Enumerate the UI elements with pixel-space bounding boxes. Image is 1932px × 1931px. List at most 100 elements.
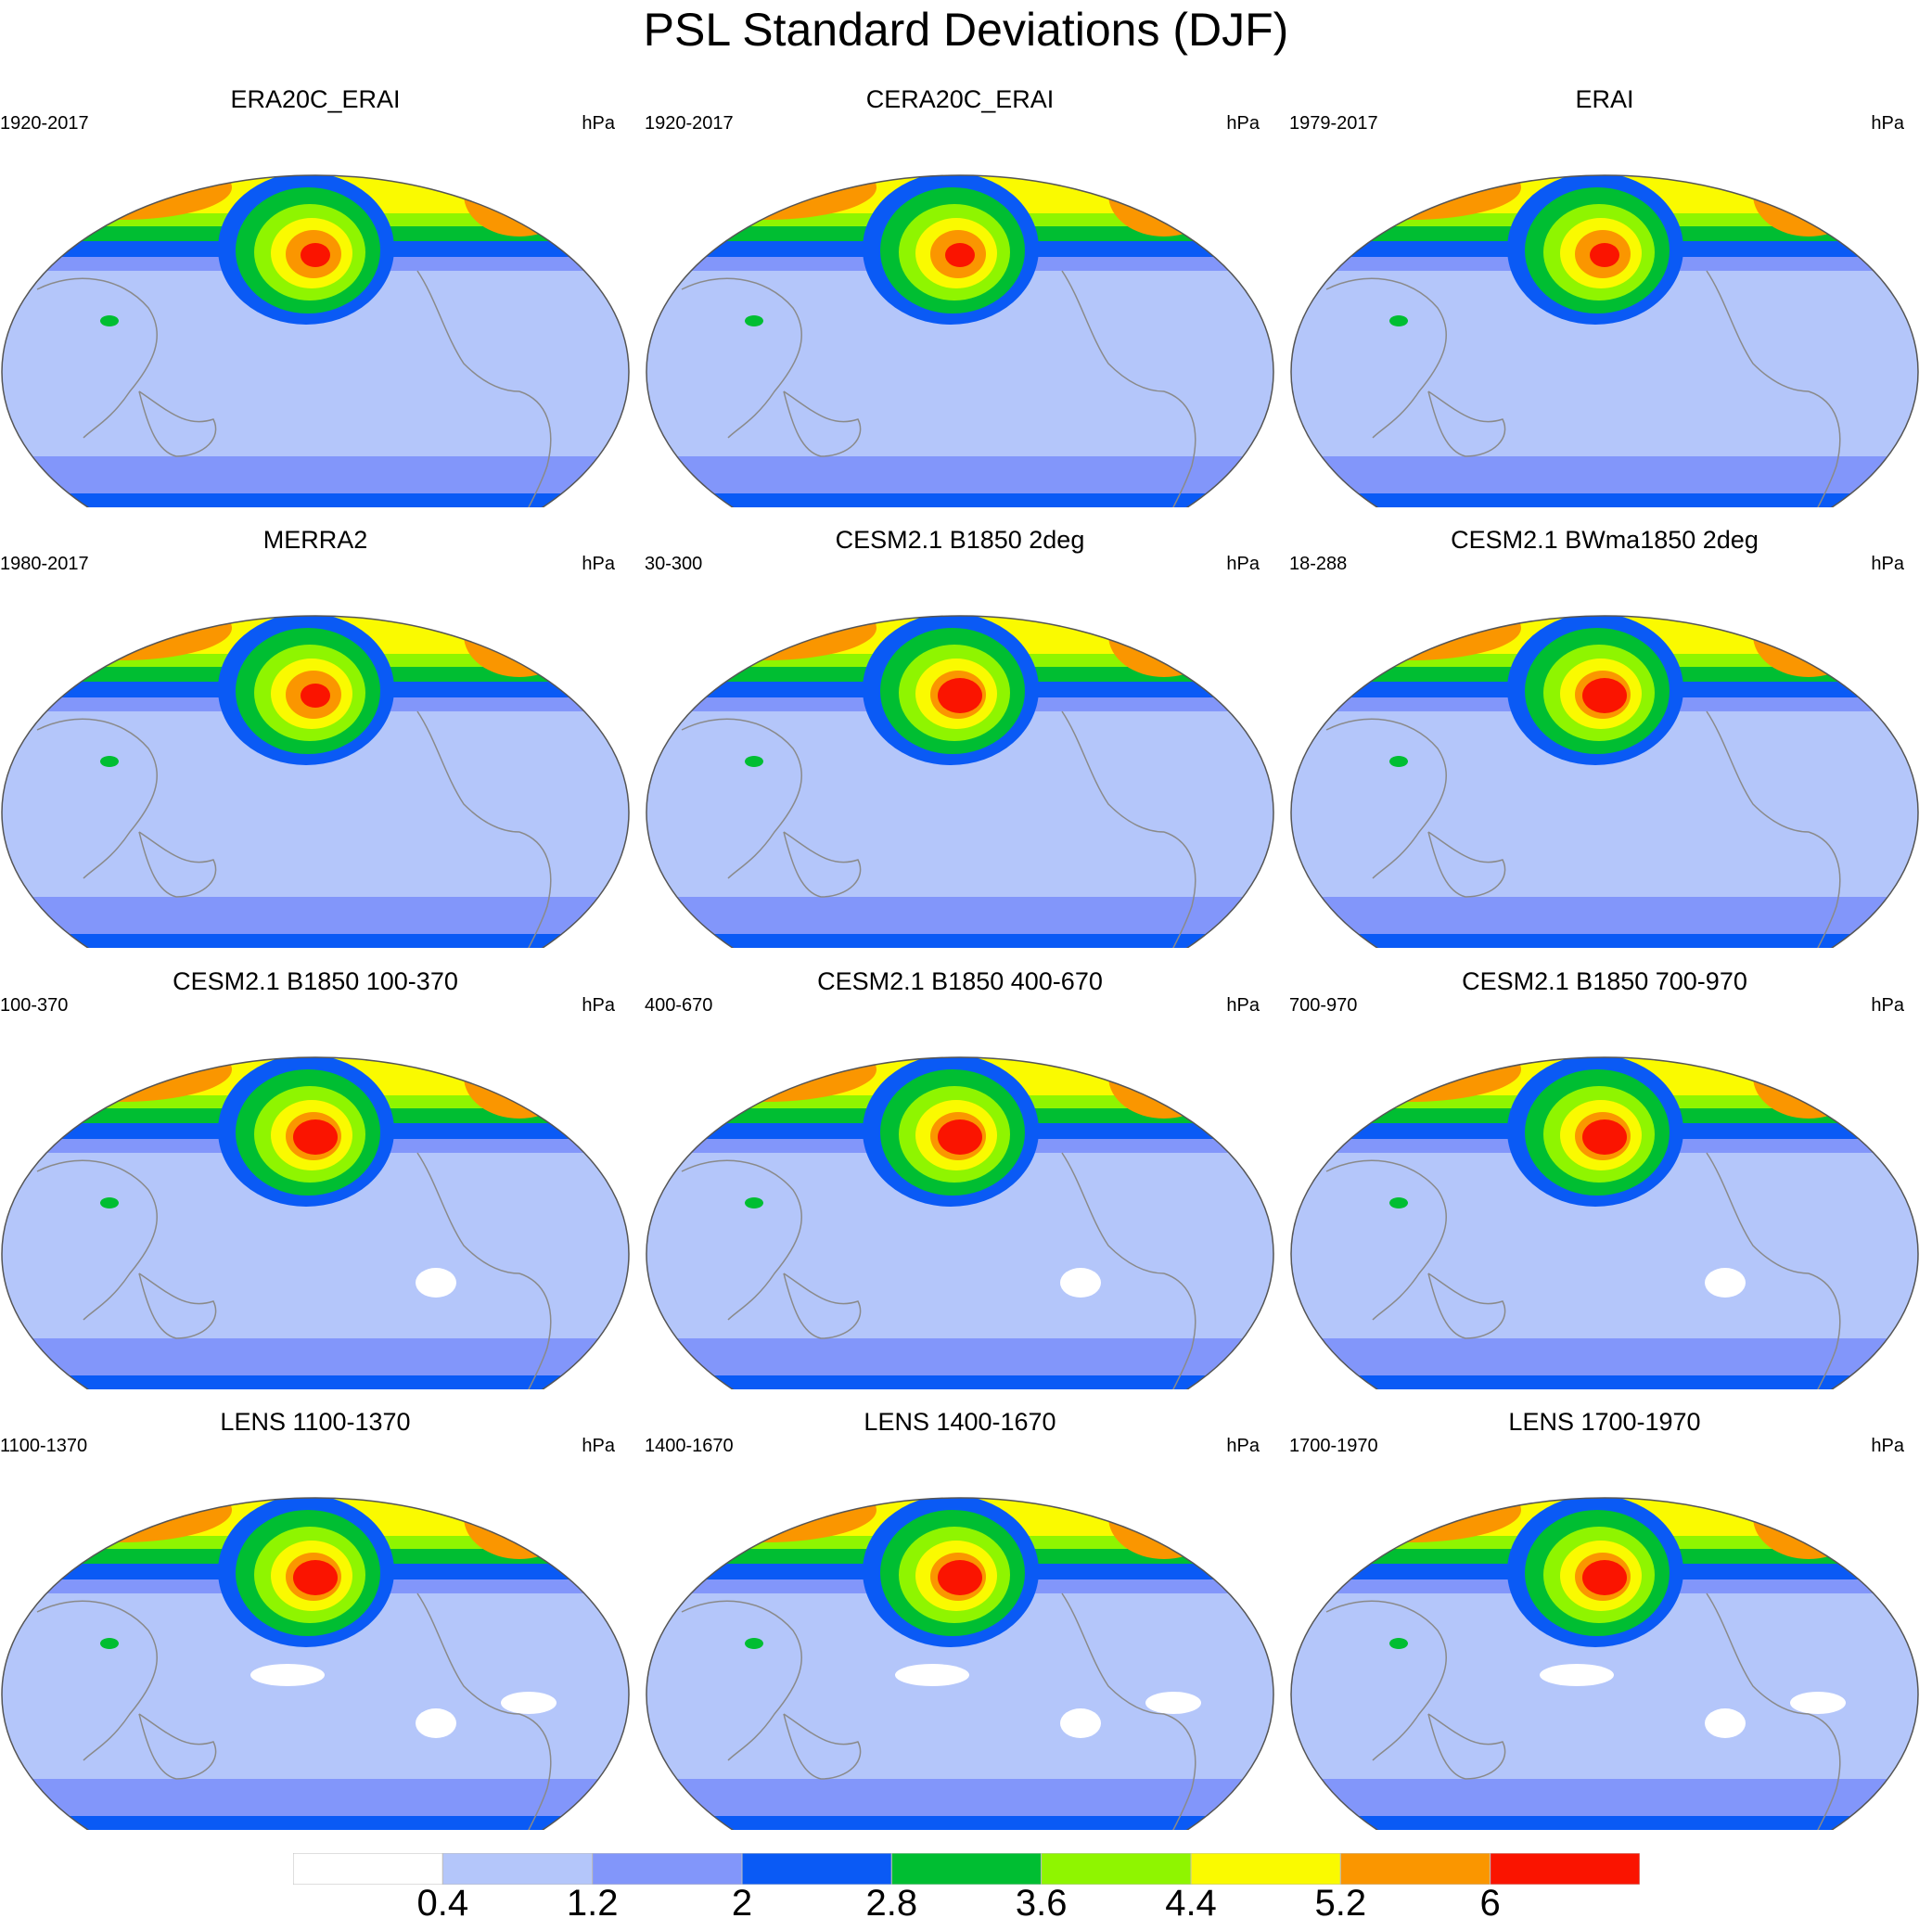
- panel-units-label: hPa: [1871, 554, 1904, 574]
- field-anomaly: [682, 1057, 849, 1079]
- map-plot: [646, 615, 1274, 948]
- map-plot: [1290, 1497, 1919, 1830]
- coastline: [138, 1272, 217, 1339]
- panel-period-label: 700-970: [1289, 995, 1358, 1016]
- panel-title: CESM2.1 B1850 100-370: [173, 967, 458, 995]
- field-anomaly: [1108, 1498, 1220, 1559]
- coastline: [138, 1713, 217, 1780]
- panel-period-label: 1979-2017: [1289, 113, 1378, 134]
- map-outline: [1, 615, 630, 948]
- coastline: [1154, 1713, 1196, 1830]
- coastline: [1154, 390, 1196, 507]
- map-outline: [1, 1497, 630, 1830]
- field-anomaly: [1060, 1708, 1101, 1738]
- field-anomaly: [654, 175, 876, 220]
- panel-period-label: 100-370: [0, 995, 69, 1016]
- coastline: [1061, 710, 1165, 833]
- field-anomaly: [1389, 1638, 1408, 1649]
- coastline: [783, 390, 862, 457]
- coastline: [783, 1713, 862, 1780]
- field-anomaly: [745, 1638, 763, 1649]
- coastline: [1706, 270, 1810, 392]
- field-anomaly: [1753, 1057, 1864, 1119]
- field-anomaly: [938, 1560, 982, 1595]
- panel-period-label: 400-670: [645, 995, 713, 1016]
- field-anomaly: [1145, 1692, 1201, 1714]
- field-anomaly: [654, 1057, 876, 1102]
- colorbar-swatch: [293, 1853, 443, 1885]
- field-anomaly: [1299, 175, 1521, 220]
- coastline: [1798, 831, 1841, 948]
- field-anomaly: [1108, 1057, 1220, 1119]
- coastline: [416, 1592, 520, 1715]
- panel-units-label: hPa: [1871, 113, 1904, 134]
- field-anomaly: [1389, 315, 1408, 326]
- colorbar-label: 2.8: [865, 1883, 918, 1924]
- map-outline: [1290, 615, 1919, 948]
- colorbar-swatch: [592, 1853, 743, 1885]
- field-anomaly: [464, 616, 575, 677]
- field-anomaly: [1299, 1498, 1521, 1542]
- coastline: [1427, 390, 1506, 457]
- field-band: [1291, 934, 1918, 948]
- colorbar-label: 1.2: [566, 1883, 619, 1924]
- field-anomaly: [487, 1498, 552, 1528]
- map-outline: [1290, 174, 1919, 507]
- panel-period-label: 1700-1970: [1289, 1436, 1378, 1456]
- field-band: [2, 493, 629, 507]
- field-anomaly: [1776, 616, 1841, 646]
- panel-title: CERA20C_ERAI: [865, 85, 1055, 113]
- field-anomaly: [464, 1498, 575, 1559]
- panel-title: CESM2.1 BWma1850 2deg: [1451, 526, 1759, 554]
- map-panel: ERA20C_ERAI 1920-2017 hPa: [0, 85, 631, 507]
- field-anomaly: [682, 616, 849, 637]
- field-anomaly: [1705, 1708, 1746, 1738]
- field-anomaly: [250, 1664, 325, 1686]
- field-anomaly: [745, 1197, 763, 1208]
- field-anomaly: [1389, 756, 1408, 767]
- field-band: [2, 1375, 629, 1389]
- field-band: [646, 934, 1273, 948]
- map-outline: [646, 1497, 1274, 1830]
- panel-units-label: hPa: [582, 995, 615, 1016]
- coastline: [509, 1272, 552, 1389]
- colorbar-swatch: [441, 1853, 594, 1885]
- colorbar-label: 6: [1479, 1883, 1501, 1924]
- field-anomaly: [416, 1268, 456, 1298]
- map-panel: CESM2.1 B1850 100-370 100-370 hPa: [0, 967, 631, 1389]
- colorbar-swatch: [1339, 1853, 1491, 1885]
- coastline: [1427, 1272, 1506, 1339]
- panel-title: LENS 1700-1970: [1508, 1408, 1701, 1436]
- field-anomaly: [1132, 1057, 1196, 1088]
- panel-title: CESM2.1 B1850 700-970: [1462, 967, 1747, 995]
- panel-title: ERAI: [1575, 85, 1634, 113]
- field-anomaly: [945, 243, 975, 267]
- map-panel: CESM2.1 BWma1850 2deg 18-288 hPa: [1289, 526, 1920, 948]
- field-anomaly: [100, 1638, 119, 1649]
- map-panel: ERAI 1979-2017 hPa: [1289, 85, 1920, 507]
- field-anomaly: [100, 756, 119, 767]
- field-anomaly: [464, 1057, 575, 1119]
- coastline: [1325, 718, 1447, 879]
- colorbar-swatch: [1490, 1853, 1640, 1885]
- field-anomaly: [938, 678, 982, 713]
- coastline: [416, 1152, 520, 1274]
- field-anomaly: [487, 1057, 552, 1088]
- field-anomaly: [654, 1498, 876, 1542]
- panel-units-label: hPa: [1226, 554, 1260, 574]
- field-anomaly: [293, 1560, 338, 1595]
- map-plot: [646, 1497, 1274, 1830]
- map-plot: [1, 615, 630, 948]
- field-anomaly: [1582, 1119, 1627, 1155]
- map-panel: LENS 1400-1670 1400-1670 hPa: [645, 1408, 1275, 1830]
- field-band: [646, 1375, 1273, 1389]
- coastline: [681, 1600, 802, 1761]
- field-anomaly: [682, 1498, 849, 1519]
- panel-units-label: hPa: [1226, 1436, 1260, 1456]
- colorbar-label: 2: [731, 1883, 753, 1924]
- map-panel: CESM2.1 B1850 2deg 30-300 hPa: [645, 526, 1275, 948]
- map-plot: [1, 1056, 630, 1389]
- coastline: [36, 1159, 158, 1321]
- coastline: [1706, 710, 1810, 833]
- coastline: [1706, 1152, 1810, 1274]
